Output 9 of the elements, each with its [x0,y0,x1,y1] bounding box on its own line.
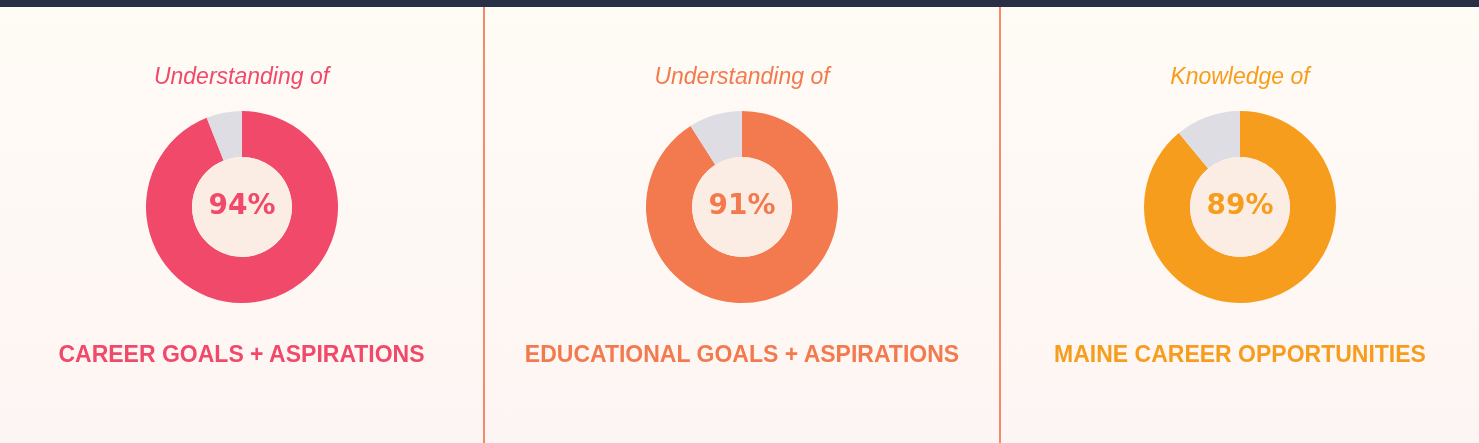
chart-title: Knowledge of [1170,63,1310,91]
text: EDUCATIONAL GOALS + ASPIRATIONS [524,341,960,368]
data-label: 89% [1206,188,1274,222]
text: CAREER GOALS + ASPIRATIONS [58,341,425,368]
data-label: 91% [708,188,776,222]
chart-title: Understanding of [654,63,830,91]
text: MAINE CAREER OPPORTUNITIES [1054,341,1426,368]
data-label: 94% [207,188,276,222]
chart-title: Understanding of [153,63,330,91]
